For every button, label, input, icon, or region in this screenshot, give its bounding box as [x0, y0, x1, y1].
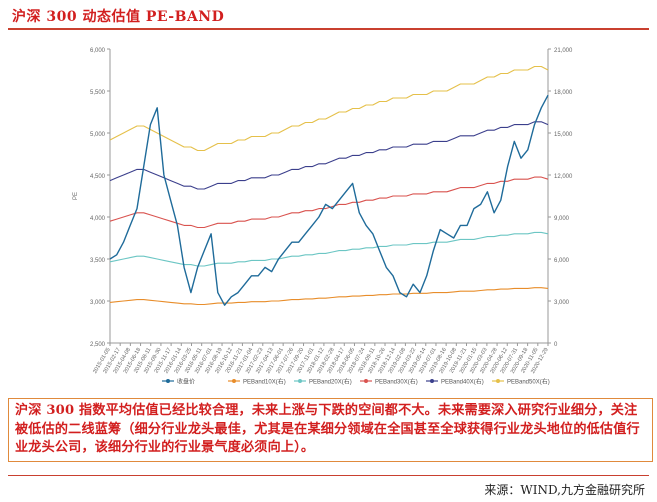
commentary-box: 沪深 300 指数平均估值已经比较合理，未来上涨与下跌的空间都不大。未来需要深入… [8, 398, 653, 462]
y-left-tick-label: 5,000 [90, 132, 106, 138]
title-divider [8, 28, 649, 30]
series-line-pe10 [109, 287, 549, 306]
y-left-axis-label: PE [73, 192, 79, 200]
series-line-pe40 [109, 121, 549, 190]
series-line-pe20 [109, 231, 549, 267]
series-line-pe30 [109, 176, 549, 229]
legend-label-pe40: PEBand40X(右) [441, 378, 484, 386]
legend-marker-pe10 [232, 379, 236, 383]
page-title: 沪深 300 动态估值 PE-BAND [12, 9, 225, 25]
legend-marker-pe50 [496, 379, 500, 383]
legend-marker-pe20 [298, 379, 302, 383]
legend-label-pe10: PEBand10X(右) [243, 378, 286, 386]
y-right-tick-label: 6,000 [554, 258, 570, 264]
y-left-tick-label: 5,500 [90, 90, 106, 96]
legend-marker-pe30 [364, 379, 368, 383]
y-right-tick-label: 21,000 [554, 48, 573, 54]
y-right-tick-label: 18,000 [554, 90, 573, 96]
y-right-tick-label: 0 [554, 342, 558, 348]
legend-label-close: 收盘价 [177, 378, 195, 386]
y-left-tick-label: 4,000 [90, 216, 106, 222]
y-left-tick-label: 4,500 [90, 174, 106, 180]
y-left-tick-label: 3,000 [90, 300, 106, 306]
legend-marker-pe40 [430, 379, 434, 383]
commentary-text: 沪深 300 指数平均估值已经比较合理，未来上涨与下跌的空间都不大。未来需要深入… [15, 403, 640, 455]
series-line-close [109, 94, 549, 306]
y-right-tick-label: 3,000 [554, 300, 570, 306]
y-right-tick-label: 15,000 [554, 132, 573, 138]
legend-label-pe30: PEBand30X(右) [375, 378, 418, 386]
source-note: 来源：WIND,九方金融研究所 [484, 483, 645, 497]
y-left-tick-label: 3,500 [90, 258, 106, 264]
pe-band-chart: 2,500 3,000 3,500 4,000 4,500 5,000 5,500 6,000… [73, 48, 573, 386]
series-line-pe50 [109, 65, 549, 152]
footer-divider [8, 475, 649, 476]
y-right-tick-label: 9,000 [554, 216, 570, 222]
y-left-tick-label: 2,500 [90, 342, 106, 348]
y-right-tick-label: 12,000 [554, 174, 573, 180]
y-left-tick-label: 6,000 [90, 48, 106, 54]
legend-marker-close [166, 379, 170, 383]
legend-label-pe20: PEBand20X(右) [309, 378, 352, 386]
legend-label-pe50: PEBand50X(右) [507, 378, 550, 386]
